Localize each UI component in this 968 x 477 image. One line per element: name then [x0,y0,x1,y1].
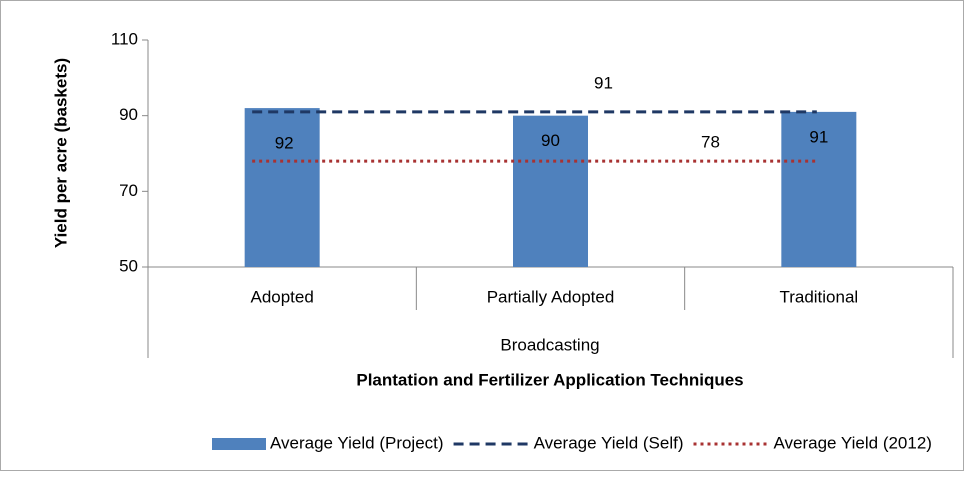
group-label: Broadcasting [500,335,599,354]
data-label: 78 [701,133,720,152]
bar [513,115,588,268]
y-tick-label: 50 [119,256,138,275]
y-tick-label: 90 [119,105,138,124]
x-tick-label: Partially Adopted [487,287,615,306]
data-label: 90 [541,131,560,150]
x-tick-label: Traditional [779,287,858,306]
legend-label: Average Yield (Project) [270,433,444,452]
bar [244,108,320,267]
legend-swatch [212,438,266,450]
y-tick-label: 70 [119,181,138,200]
legend-label: Average Yield (Self) [534,433,684,452]
y-tick-label: 110 [111,29,138,48]
data-label: 91 [809,127,828,146]
x-tick-label: Adopted [250,287,313,306]
bar [781,111,857,267]
y-axis-title: Yield per acre (baskets) [51,58,70,248]
data-label: 91 [594,73,613,92]
legend-label: Average Yield (2012) [774,433,932,452]
data-label: 92 [275,134,294,153]
x-axis-title: Plantation and Fertilizer Application Te… [356,370,743,389]
